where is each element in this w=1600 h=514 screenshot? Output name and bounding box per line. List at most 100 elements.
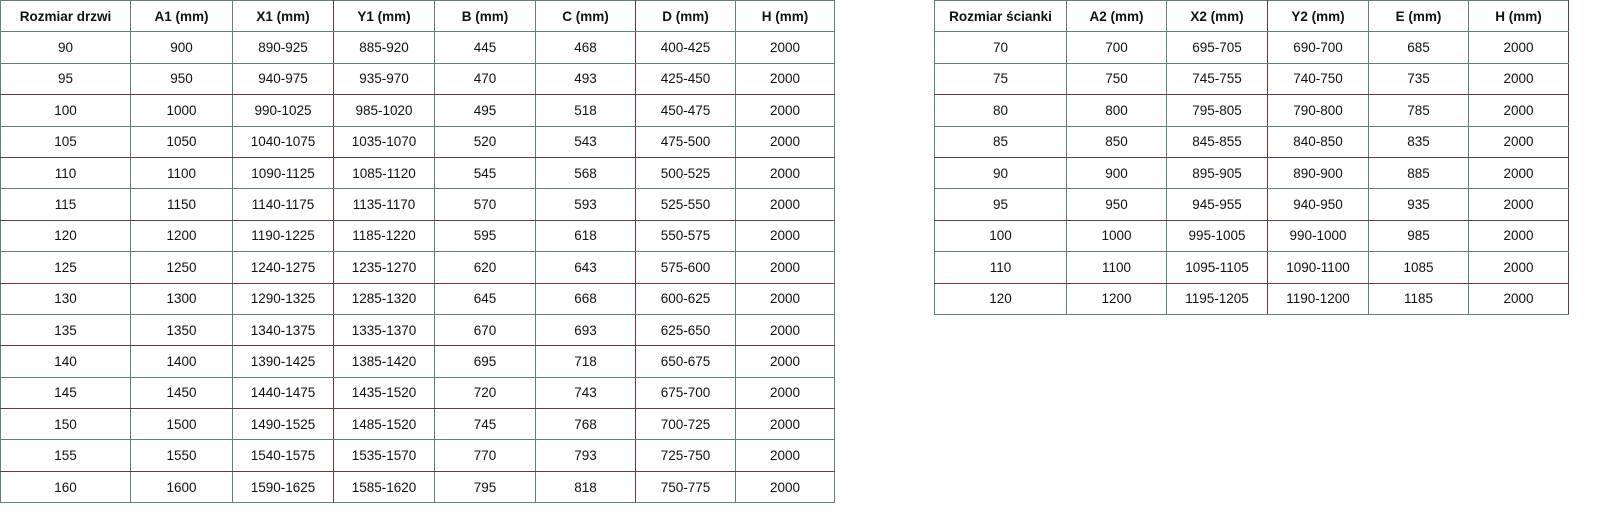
table-cell: 1200: [130, 219, 233, 253]
table-cell: 2000: [1468, 62, 1569, 96]
table-cell: 130: [0, 282, 131, 315]
table-cell: 940-975: [232, 62, 334, 96]
header-row: Rozmiar drzwi A1 (mm) X1 (mm) Y1 (mm) B (mm)…: [0, 0, 835, 33]
table-row: 120 1200 1190-1225 1185-1220 595 618 550-575 20…: [0, 219, 835, 253]
table-cell: 1040-1075: [232, 125, 334, 158]
table-row: 85 850 845-855 840-850 835 2000: [934, 125, 1569, 158]
table-cell: 985-1020: [333, 94, 435, 127]
table-cell: 650-675: [635, 345, 736, 378]
table-cell: 718: [535, 345, 636, 378]
column-header: C (mm): [535, 0, 636, 33]
table-row: 135 1350 1340-1375 1335-1370 670 693 625-650 20…: [0, 313, 835, 347]
table-cell: 795: [434, 470, 536, 504]
table-cell: 800: [1066, 94, 1167, 127]
column-header: Y1 (mm): [333, 0, 435, 33]
header-row: Rozmiar ścianki A2 (mm) X2 (mm) Y2 (mm) E (m…: [934, 0, 1569, 33]
table-row: 145 1450 1440-1475 1435-1520 720 743 675-700 20…: [0, 376, 835, 410]
table-cell: 735: [1368, 62, 1469, 96]
table-cell: 1535-1570: [333, 439, 435, 472]
table-cell: 525-550: [635, 188, 736, 221]
table-cell: 618: [535, 219, 636, 253]
table-cell: 1185-1220: [333, 219, 435, 253]
table-cell: 120: [934, 282, 1067, 315]
column-header: A1 (mm): [130, 0, 233, 33]
table-cell: 1300: [130, 282, 233, 315]
table-cell: 995-1005: [1166, 219, 1268, 253]
table-cell: 668: [535, 282, 636, 315]
table-cell: 945-955: [1166, 188, 1268, 221]
table-cell: 620: [434, 251, 536, 284]
table-cell: 840-850: [1267, 125, 1369, 158]
table-row: 70 700 695-705 690-700 685 2000: [934, 31, 1569, 64]
table-cell: 685: [1368, 31, 1469, 64]
table-cell: 95: [934, 188, 1067, 221]
table-cell: 1500: [130, 408, 233, 441]
table-cell: 1090-1100: [1267, 251, 1369, 284]
table-row: 115 1150 1140-1175 1135-1170 570 593 525-550 20…: [0, 188, 835, 221]
table-cell: 2000: [735, 31, 835, 64]
table-cell: 625-650: [635, 313, 736, 347]
table-cell: 1235-1270: [333, 251, 435, 284]
table-row: 75 750 745-755 740-750 735 2000: [934, 62, 1569, 96]
table-cell: 95: [0, 62, 131, 96]
table-cell: 2000: [735, 188, 835, 221]
table-cell: 2000: [735, 376, 835, 410]
table-cell: 1190-1225: [232, 219, 334, 253]
column-header: H (mm): [735, 0, 835, 33]
table-cell: 1440-1475: [232, 376, 334, 410]
table-cell: 768: [535, 408, 636, 441]
table-cell: 595: [434, 219, 536, 253]
table-row: 160 1600 1590-1625 1585-1620 795 818 750-775 20…: [0, 470, 835, 504]
column-header: Rozmiar ścianki: [934, 0, 1067, 33]
table-row: 95 950 945-955 940-950 935 2000: [934, 188, 1569, 221]
table-cell: 1240-1275: [232, 251, 334, 284]
table-cell: 125: [0, 251, 131, 284]
table-cell: 2000: [1468, 282, 1569, 315]
table-cell: 105: [0, 125, 131, 158]
table-row: 90 900 895-905 890-900 885 2000: [934, 156, 1569, 190]
table-cell: 545: [434, 156, 536, 190]
table-cell: 890-925: [232, 31, 334, 64]
column-header: D (mm): [635, 0, 736, 33]
column-header: Rozmiar drzwi: [0, 0, 131, 33]
table-cell: 520: [434, 125, 536, 158]
table-cell: 1435-1520: [333, 376, 435, 410]
table-cell: 845-855: [1166, 125, 1268, 158]
table-cell: 2000: [735, 62, 835, 96]
table-cell: 2000: [735, 313, 835, 347]
table-cell: 670: [434, 313, 536, 347]
table-cell: 1350: [130, 313, 233, 347]
table-row: 110 1100 1090-1125 1085-1120 545 568 500-525 20…: [0, 156, 835, 190]
table-cell: 2000: [735, 94, 835, 127]
table-cell: 2000: [735, 408, 835, 441]
table-cell: 2000: [1468, 251, 1569, 284]
table-cell: 1085: [1368, 251, 1469, 284]
table-cell: 750: [1066, 62, 1167, 96]
table-cell: 1035-1070: [333, 125, 435, 158]
table-cell: 1000: [130, 94, 233, 127]
table-cell: 2000: [735, 282, 835, 315]
table-cell: 850: [1066, 125, 1167, 158]
table-cell: 770: [434, 439, 536, 472]
table-row: 105 1050 1040-1075 1035-1070 520 543 475-500 20…: [0, 125, 835, 158]
wall-dimensions-table: Rozmiar ścianki A2 (mm) X2 (mm) Y2 (mm) E (m…: [934, 0, 1569, 315]
table-cell: 990-1000: [1267, 219, 1369, 253]
table-cell: 690-700: [1267, 31, 1369, 64]
table-cell: 2000: [735, 219, 835, 253]
table-cell: 740-750: [1267, 62, 1369, 96]
door-dimensions-table: Rozmiar drzwi A1 (mm) X1 (mm) Y1 (mm) B (mm)…: [0, 0, 835, 504]
table-row: 80 800 795-805 790-800 785 2000: [934, 94, 1569, 127]
table-cell: 115: [0, 188, 131, 221]
table-cell: 950: [130, 62, 233, 96]
table-cell: 90: [934, 156, 1067, 190]
table-cell: 543: [535, 125, 636, 158]
table-cell: 570: [434, 188, 536, 221]
table-row: 130 1300 1290-1325 1285-1320 645 668 600-625 20…: [0, 282, 835, 315]
table-cell: 425-450: [635, 62, 736, 96]
table-cell: 1390-1425: [232, 345, 334, 378]
column-header: Y2 (mm): [1267, 0, 1369, 33]
table-cell: 75: [934, 62, 1067, 96]
table-cell: 100: [934, 219, 1067, 253]
column-header: H (mm): [1468, 0, 1569, 33]
table-cell: 145: [0, 376, 131, 410]
